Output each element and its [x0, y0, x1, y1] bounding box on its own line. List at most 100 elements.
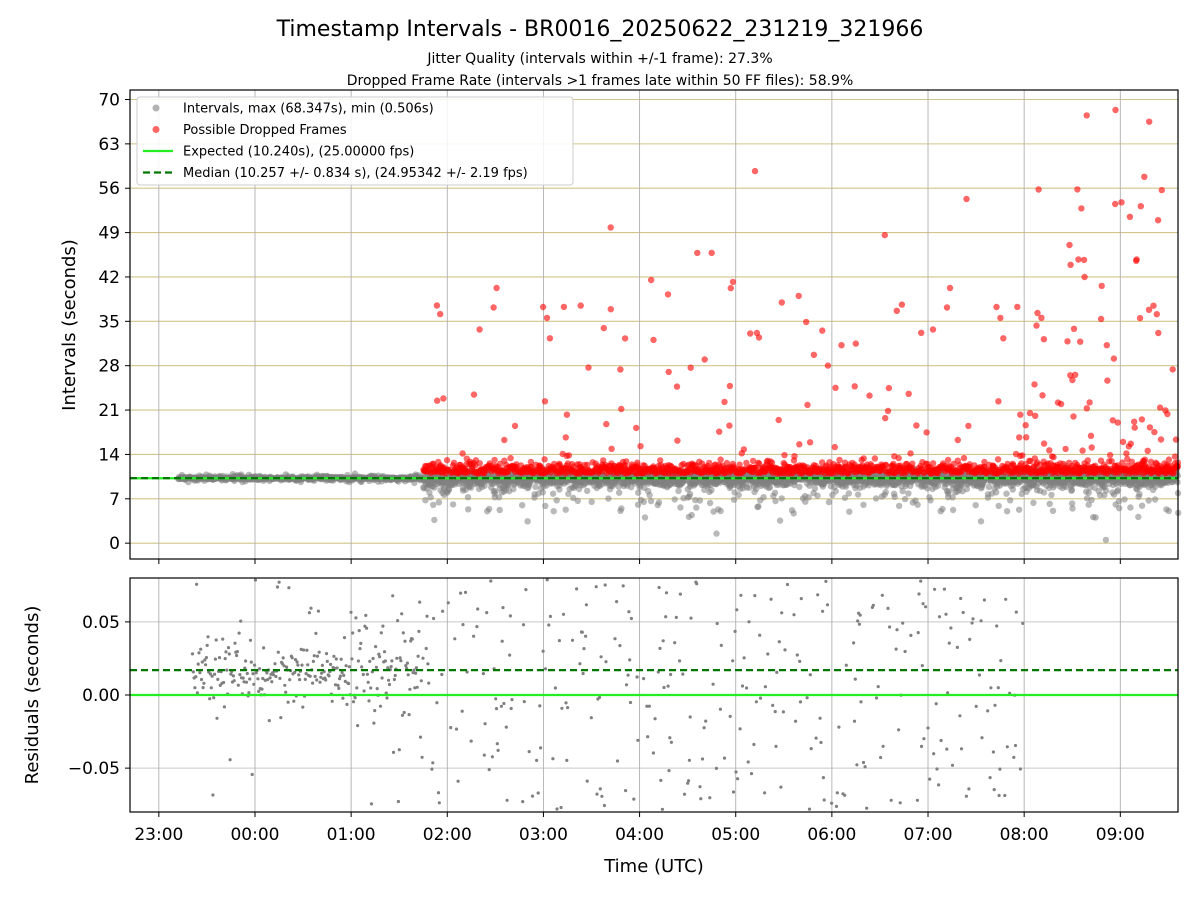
legend-entry-label: Expected (10.240s), (25.00000 fps)	[183, 145, 414, 160]
interval-point	[717, 507, 724, 515]
dropped-frame-point	[608, 445, 615, 452]
dropped-frame-point	[981, 458, 988, 466]
residual-point	[249, 660, 253, 664]
interval-point	[431, 516, 438, 524]
interval-point	[713, 530, 720, 537]
interval-point	[746, 484, 753, 491]
residual-point	[584, 634, 588, 638]
residual-point	[338, 674, 342, 678]
residual-point	[271, 673, 275, 677]
residual-point	[345, 702, 349, 707]
residual-point	[538, 704, 542, 708]
interval-point	[796, 483, 803, 491]
residual-point	[332, 654, 336, 658]
interval-point	[832, 488, 839, 495]
residual-point	[475, 625, 479, 629]
interval-point	[449, 501, 457, 508]
residual-point	[208, 672, 213, 676]
residual-point	[307, 611, 311, 615]
residual-point	[358, 647, 362, 651]
dropped-frame-point	[954, 436, 961, 444]
residual-point	[416, 654, 420, 658]
residual-point	[274, 674, 278, 679]
residual-point	[375, 687, 379, 691]
residual-point	[276, 650, 280, 654]
interval-point	[1085, 489, 1092, 496]
interval-point	[771, 489, 779, 496]
legend-entry-label: Median (10.257 +/- 0.834 s), (24.95342 +…	[183, 166, 528, 181]
interval-point	[519, 502, 526, 509]
dropped-frame-point	[1147, 458, 1155, 465]
interval-point	[825, 498, 833, 506]
residual-point	[557, 639, 562, 643]
interval-point	[1069, 505, 1076, 512]
interval-point	[924, 485, 931, 492]
residual-point	[543, 667, 548, 671]
residual-point	[244, 659, 248, 663]
residual-point	[197, 651, 201, 655]
dropped-frame-point	[778, 299, 785, 306]
dropped-frame-point	[993, 303, 1000, 311]
residual-point	[284, 665, 289, 669]
residual-point	[290, 656, 294, 660]
dropped-frame-point	[1119, 459, 1126, 466]
dropped-frame-point	[893, 307, 900, 314]
residual-point	[320, 663, 324, 668]
dropped-frame-point	[1098, 282, 1105, 290]
residual-point	[425, 614, 429, 618]
residual-point	[360, 665, 364, 669]
interval-point	[1040, 489, 1048, 496]
dropped-frame-point	[1033, 322, 1040, 329]
dropped-frame-point	[838, 342, 845, 349]
interval-point	[842, 483, 850, 490]
residual-point	[378, 704, 383, 708]
residual-point	[349, 610, 353, 614]
residual-point	[565, 758, 569, 763]
residual-point	[287, 586, 291, 590]
dropped-frame-point	[836, 456, 843, 464]
dropped-frame-point	[963, 195, 970, 203]
dropped-frame-point	[1039, 392, 1046, 399]
interval-point	[854, 491, 862, 498]
interval-point	[706, 499, 714, 507]
interval-point	[914, 501, 921, 508]
residual-point	[489, 579, 493, 583]
interval-point	[1003, 490, 1010, 497]
dropped-frame-point	[1019, 452, 1026, 459]
residual-point	[262, 646, 266, 650]
residual-point	[490, 755, 494, 759]
residual-point	[221, 637, 225, 641]
dropped-frame-point	[1050, 453, 1057, 461]
residual-point	[414, 671, 418, 675]
dropped-frame-point	[585, 364, 592, 371]
interval-point	[872, 495, 880, 502]
residual-point	[270, 680, 274, 684]
residual-point	[242, 680, 246, 684]
dropped-frame-point	[1014, 303, 1021, 311]
residual-point	[198, 671, 202, 675]
legend-entry-label: Possible Dropped Frames	[183, 123, 347, 138]
dropped-frame-point	[819, 327, 826, 334]
residual-point	[378, 655, 382, 659]
residual-point	[311, 681, 315, 685]
residual-point	[300, 663, 304, 667]
interval-point	[588, 498, 595, 505]
dropped-frame-point	[637, 443, 644, 450]
dropped-frame-point	[493, 284, 500, 292]
interval-point	[671, 496, 678, 503]
interval-point	[708, 487, 715, 494]
interval-point	[532, 483, 539, 491]
dropped-frame-point	[1138, 416, 1146, 423]
residual-point	[405, 661, 409, 665]
interval-point	[846, 508, 853, 515]
residual-point	[202, 681, 206, 685]
residual-point	[524, 588, 528, 592]
dropped-frame-point	[584, 461, 591, 468]
dropped-frame-point	[1104, 377, 1111, 384]
residual-point	[212, 696, 216, 700]
dropped-frame-point	[905, 390, 912, 397]
dropped-frame-point	[708, 249, 715, 257]
dropped-frame-point	[913, 422, 920, 429]
dropped-frame-point	[565, 452, 573, 459]
residual-point	[195, 691, 199, 695]
